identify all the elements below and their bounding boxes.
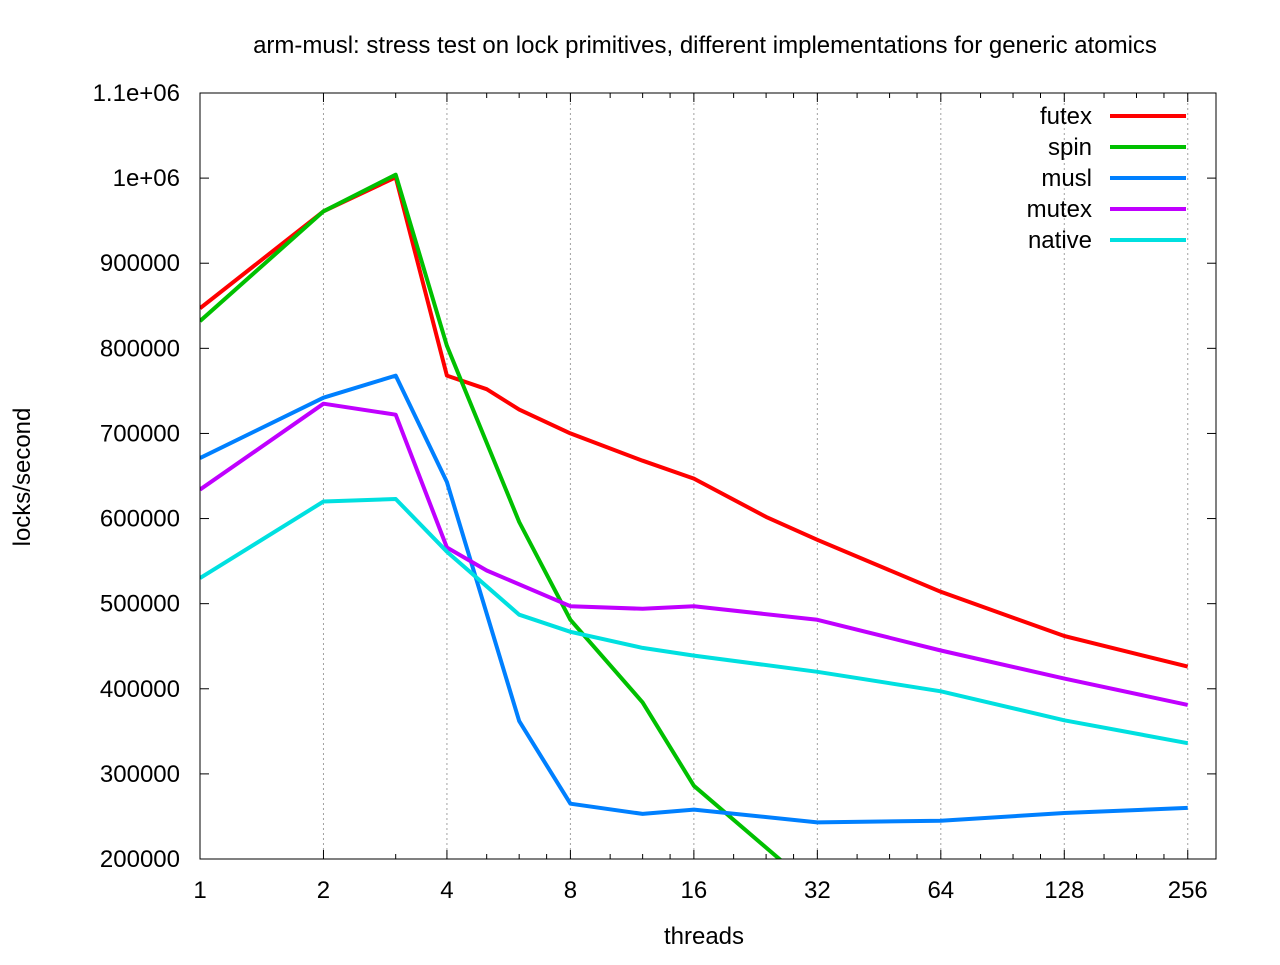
- y-tick-label: 600000: [100, 506, 180, 533]
- series-line-musl: [200, 373, 1188, 825]
- legend-label-futex: futex: [1040, 103, 1092, 130]
- x-tick-label: 64: [927, 877, 954, 904]
- y-tick-label: 200000: [100, 846, 180, 873]
- legend: futex spin musl mutex native: [1027, 103, 1186, 254]
- y-tick-label: 700000: [100, 420, 180, 447]
- legend-label-native: native: [1028, 227, 1092, 254]
- y-tick-label: 800000: [100, 335, 180, 362]
- x-tick-label: 128: [1044, 877, 1084, 904]
- x-tick-label: 8: [564, 877, 577, 904]
- y-axis-label: locks/second: [9, 408, 36, 547]
- legend-label-mutex: mutex: [1027, 196, 1092, 223]
- series-line-futex: [200, 175, 1189, 669]
- tick-labels: 1 2 4 8 16 32 64 128 256 200000 300000 400000 500000…: [93, 80, 1208, 904]
- x-tick-label: 32: [804, 877, 831, 904]
- series-line-native: [200, 497, 1189, 746]
- series-line-mutex: [200, 401, 1189, 707]
- x-tick-label: 4: [440, 877, 453, 904]
- y-tick-label: 500000: [100, 591, 180, 618]
- y-tick-label: 900000: [100, 250, 180, 277]
- y-tick-label: 1.1e+06: [93, 80, 180, 107]
- x-tick-label: 256: [1168, 877, 1208, 904]
- y-tick-label: 400000: [100, 676, 180, 703]
- x-tick-label: 1: [193, 877, 206, 904]
- x-tick-label: 16: [681, 877, 708, 904]
- chart-title: arm-musl: stress test on lock primitives…: [253, 32, 1157, 59]
- legend-label-spin: spin: [1048, 134, 1092, 161]
- series-lines: [200, 172, 1189, 859]
- x-tick-label: 2: [317, 877, 330, 904]
- y-tick-label: 1e+06: [113, 165, 180, 192]
- series-line-spin: [200, 172, 782, 859]
- y-tick-label: 300000: [100, 761, 180, 788]
- legend-label-musl: musl: [1041, 165, 1092, 192]
- plot-frame: [199, 92, 1217, 860]
- x-axis-label: threads: [664, 923, 744, 950]
